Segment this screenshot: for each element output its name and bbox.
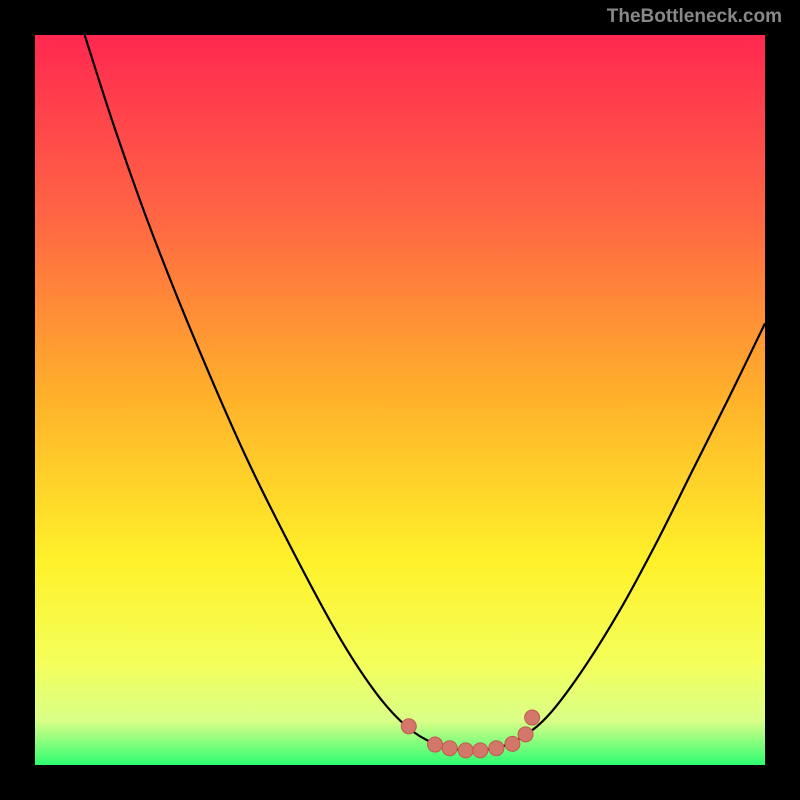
chart-container: { "watermark": "TheBottleneck.com", "cha…	[0, 0, 800, 800]
scatter-point	[489, 741, 504, 756]
scatter-point	[401, 719, 416, 734]
scatter-point	[428, 737, 443, 752]
watermark-text: TheBottleneck.com	[607, 6, 782, 28]
scatter-point	[473, 743, 488, 758]
scatter-point	[458, 743, 473, 758]
scatter-point	[518, 727, 533, 742]
scatter-point	[442, 741, 457, 756]
scatter-group	[401, 710, 539, 758]
chart-svg	[0, 0, 800, 800]
scatter-point	[525, 710, 540, 725]
bottleneck-curve	[85, 35, 765, 751]
scatter-point	[505, 736, 520, 751]
